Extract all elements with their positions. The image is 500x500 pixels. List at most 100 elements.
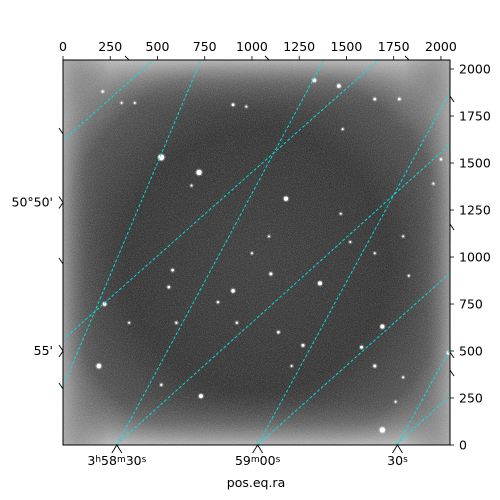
grid-line: [63, 60, 379, 341]
sky-noise: [63, 60, 450, 445]
star: [407, 274, 410, 277]
top-minor-tick: [124, 55, 130, 61]
ra-tick-mark: [392, 444, 403, 454]
x-axis-title: pos.eq.ra: [227, 475, 285, 490]
right-tick-label: 750: [459, 297, 483, 312]
star: [190, 184, 193, 187]
star: [349, 240, 352, 243]
star: [196, 169, 202, 176]
right-minor-tick: [449, 369, 455, 377]
top-tick-label: 250: [98, 39, 122, 54]
star: [394, 400, 397, 403]
right-tick-label: 1750: [459, 109, 491, 124]
star: [339, 212, 342, 215]
grid-line: [116, 60, 325, 445]
dec-minor-tick: [58, 382, 64, 390]
star: [397, 97, 401, 101]
coordinate-grid: [63, 60, 450, 445]
top-tick-label: 1000: [236, 39, 268, 54]
dec-minor-tick: [58, 257, 64, 265]
top-tick-label: 0: [59, 39, 67, 54]
grid-line: [397, 348, 450, 445]
star: [267, 235, 270, 238]
top-tick-label: 500: [146, 39, 170, 54]
star: [380, 324, 385, 329]
star: [379, 427, 386, 433]
top-tick-label: 1750: [378, 39, 410, 54]
star: [432, 182, 435, 185]
plot-frame: [62, 59, 451, 446]
stars-layer: [95, 77, 450, 434]
star: [290, 365, 293, 368]
ra-tick-label: 30s: [387, 453, 408, 468]
top-minor-tick: [264, 55, 270, 61]
star: [198, 394, 203, 399]
dec-minor-tick: [58, 127, 64, 135]
right-tick-label: 1500: [459, 156, 491, 171]
star: [167, 285, 171, 289]
right-tick-label: 500: [459, 344, 483, 359]
dec-tick-mark: [58, 196, 64, 209]
top-axis: 0 250 500 750 1000 1250 1500 1750 2000: [59, 39, 457, 61]
top-tick-label: 1500: [331, 39, 363, 54]
plot-area: [63, 60, 450, 445]
right-tick-label: 1000: [459, 250, 491, 265]
right-tick-label: 2000: [459, 62, 491, 77]
star: [277, 330, 280, 334]
star: [373, 252, 376, 255]
ra-axis: 3h58m30s 59m00s 30s: [87, 444, 408, 468]
star: [439, 158, 443, 161]
star: [312, 78, 317, 83]
ra-tick-mark: [252, 444, 264, 454]
dec-tick-mark: [58, 344, 64, 358]
right-tick-label: 1250: [459, 203, 491, 218]
grid-line: [257, 272, 450, 445]
star: [158, 154, 165, 161]
star: [216, 300, 220, 304]
star: [101, 90, 104, 93]
star: [231, 103, 235, 107]
top-tick-label: 1250: [283, 39, 315, 54]
dec-axis: 50°50' 55': [12, 127, 64, 390]
star: [283, 196, 289, 201]
dec-tick-label: 50°50': [12, 194, 54, 209]
right-tick-label: 0: [459, 438, 467, 453]
star: [128, 321, 131, 324]
star: [360, 345, 364, 349]
star: [402, 376, 405, 379]
star: [120, 101, 123, 104]
star: [402, 235, 405, 238]
star: [341, 128, 344, 131]
star: [269, 272, 273, 276]
star: [245, 105, 248, 108]
star: [133, 101, 136, 104]
grid-line: [63, 60, 202, 387]
star: [373, 364, 377, 368]
star: [171, 268, 174, 272]
star: [301, 343, 305, 347]
ra-tick-label: 3h58m30s: [87, 453, 146, 468]
star: [235, 321, 239, 324]
grid-line: [395, 395, 450, 445]
right-minor-tick: [449, 95, 455, 103]
grid-line: [63, 60, 155, 141]
right-tick-label: 250: [459, 391, 483, 406]
dec-tick-label: 55': [34, 343, 53, 358]
star: [337, 84, 341, 88]
right-minor-tick: [449, 223, 455, 231]
top-tick-label: 750: [193, 39, 217, 54]
ra-tick-label: 59m00s: [235, 453, 281, 468]
right-minor-tick: [449, 351, 455, 359]
ra-tick-mark: [111, 444, 123, 454]
star: [96, 363, 102, 369]
star: [102, 302, 107, 306]
top-minor-tick: [404, 55, 410, 61]
star: [317, 281, 323, 286]
star: [175, 321, 178, 324]
star: [250, 252, 253, 255]
star: [160, 383, 163, 387]
star: [373, 97, 377, 101]
top-tick-label: 2000: [425, 39, 457, 54]
star: [231, 288, 235, 293]
